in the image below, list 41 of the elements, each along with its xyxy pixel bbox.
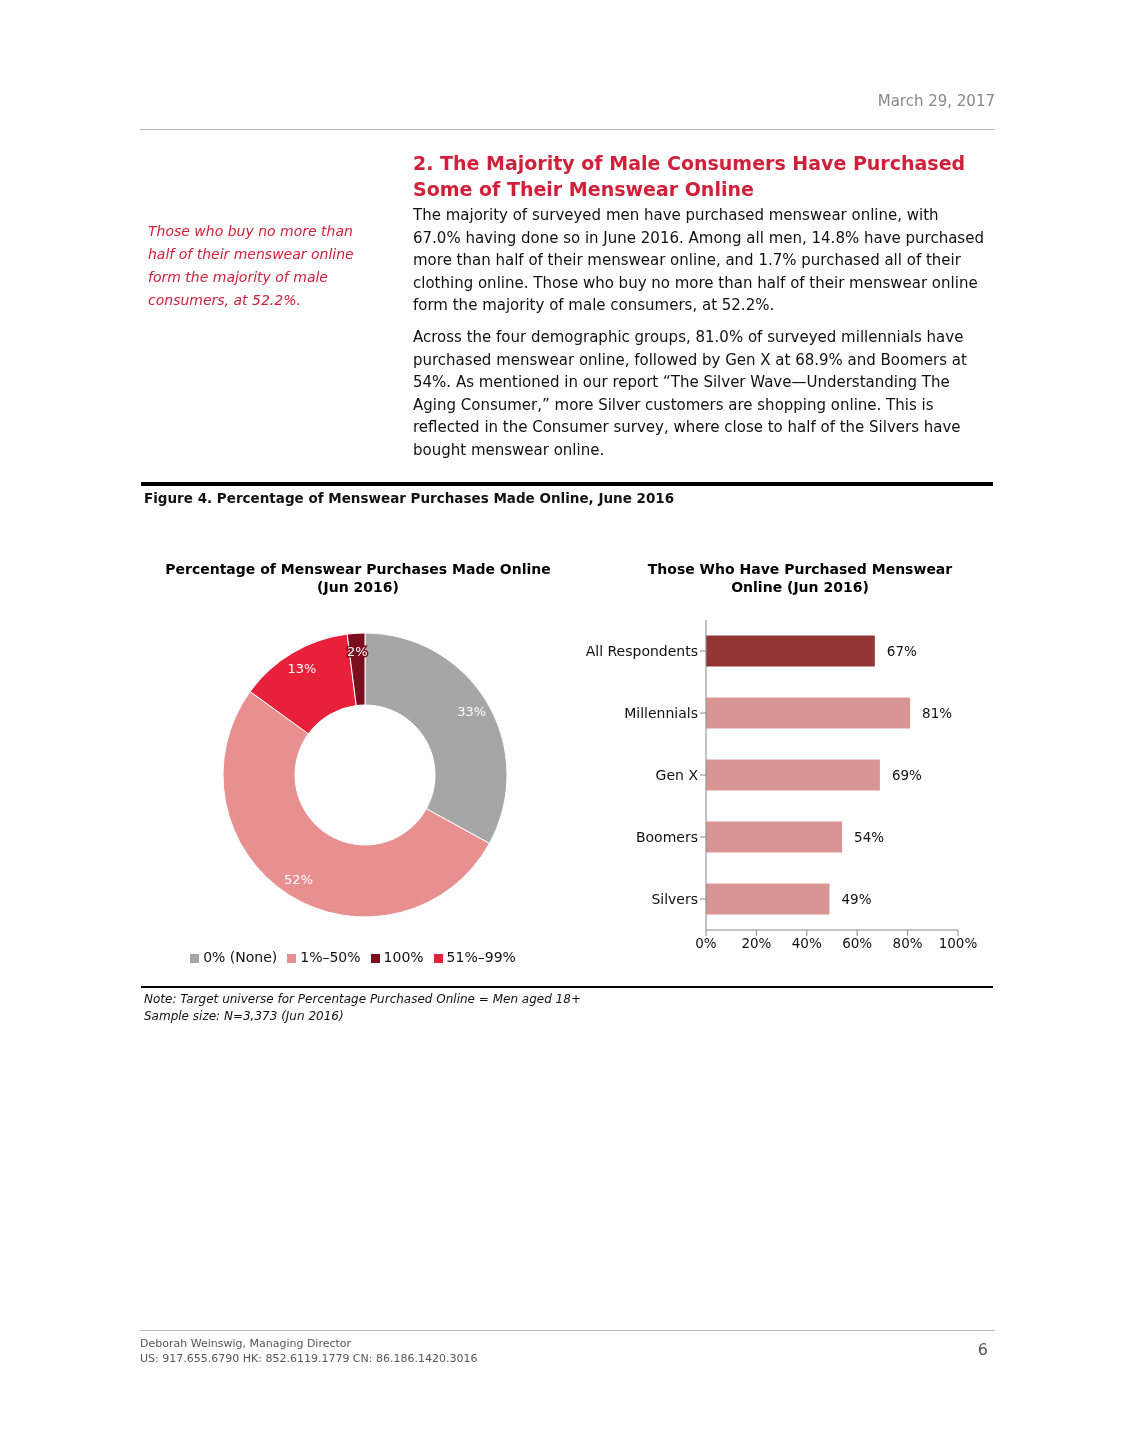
- chart-title: Percentage of Menswear Purchases Made Online (Jun 2016): [164, 560, 552, 596]
- data-label: 13%: [287, 660, 317, 676]
- data-label: 54%: [854, 829, 885, 845]
- x-tick-label: 60%: [842, 934, 873, 951]
- legend-label: 100%: [383, 949, 424, 965]
- legend-label: 0% (None): [203, 949, 278, 965]
- x-tick-label: 0%: [695, 934, 717, 951]
- text: Sample size: N=3,373 (Jun 2016): [144, 1009, 345, 1023]
- text: The majority of surveyed men have purchased menswear online, with 67.0% having done so in June 2016. Among all men, 14.8% have purchased more than half of their menswear online, and 1.7% purchased all of their clothing online. Those who buy no more than half of their menswear online form the majority of male consumers, at 52.2%.: [413, 205, 985, 316]
- text: Across the four demographic groups, 81.0% of surveyed millennials have purchased menswear online, followed by Gen X at 68.9% and Boomers at 54%. As mentioned in our report “The Silver Wave—Understanding The Aging Consumer,” more Silver customers are shopping online. This is reflected in the Consumer survey, where close to half of the Silvers have bought menswear online.: [413, 327, 968, 461]
- y-tick-label: Boomers: [635, 828, 698, 845]
- bar: [706, 883, 830, 915]
- y-tick-label: Millennials: [624, 704, 698, 721]
- data-label: 67%: [886, 643, 918, 659]
- x-tick-label: 40%: [791, 934, 822, 951]
- text: Note: Target universe for Percentage Purchased Online = Men aged 18+: [144, 992, 582, 1006]
- caption: Figure 4. Percentage of Menswear Purchases Made Online, June 2016: [144, 490, 676, 506]
- data-label: 33%: [457, 704, 487, 720]
- bar: [706, 697, 911, 729]
- text: March 29, 2017: [876, 92, 995, 110]
- chart-title: Those Who Have Purchased Menswear Online (Jun 2016): [646, 560, 954, 596]
- text: 2. The Majority of Male Consumers Have Purchased Some of Their Menswear Online: [413, 151, 967, 202]
- data-label: 81%: [922, 705, 953, 721]
- text: Those who buy no more than half of their menswear online form the majority of male consumers, at 52.2%.: [148, 222, 355, 310]
- x-tick-label: 20%: [741, 934, 772, 951]
- data-label: 69%: [891, 767, 923, 783]
- bar: [706, 759, 880, 791]
- text: US: 917.655.6790 HK: 852.6119.1779 CN: 86.186.1420.3016: [140, 1352, 479, 1365]
- y-tick-label: Gen X: [655, 766, 699, 783]
- legend-label: 1%–50%: [300, 949, 361, 965]
- y-tick-label: Silvers: [651, 890, 698, 907]
- bar: [706, 821, 843, 853]
- data-label: 49%: [841, 891, 872, 907]
- x-tick-label: 100%: [938, 934, 978, 951]
- legend-label: 51%–99%: [446, 949, 516, 965]
- data-label: 52%: [284, 872, 314, 888]
- bar: [706, 635, 875, 667]
- text: 6: [976, 1340, 988, 1359]
- text: Deborah Weinswig, Managing Director: [140, 1337, 353, 1350]
- y-tick-label: All Respondents: [585, 642, 698, 659]
- x-tick-label: 80%: [892, 934, 923, 951]
